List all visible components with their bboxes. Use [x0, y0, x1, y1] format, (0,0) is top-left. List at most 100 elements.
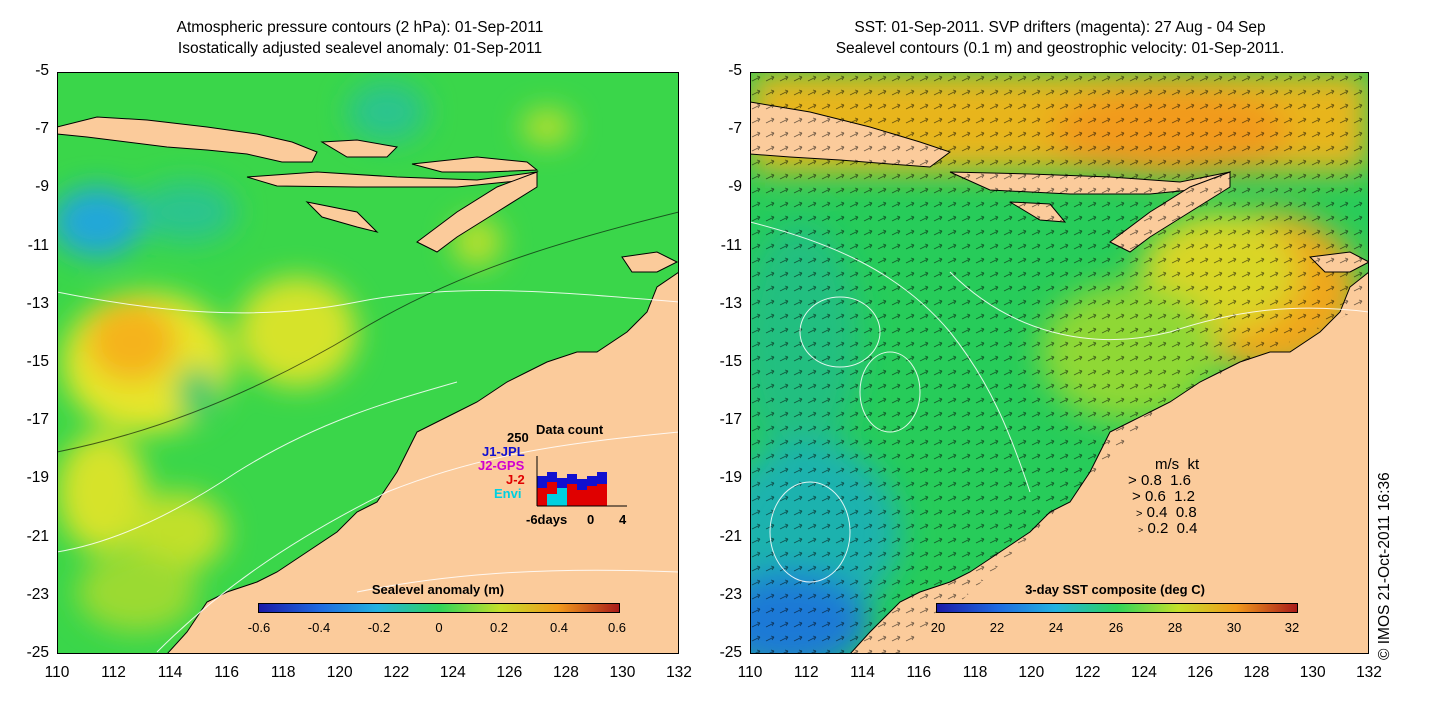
velocity-kt-value: 0.4	[1176, 520, 1198, 537]
sla-tick: 0.2	[489, 620, 509, 635]
velocity-kt-value: 1.2	[1174, 488, 1195, 505]
velocity-arrow-icon: >	[1138, 525, 1144, 535]
left-lon-tick: 132	[666, 664, 692, 681]
left-lon-tick: 124	[439, 664, 466, 681]
left-title-line2: Isostatically adjusted sealevel anomaly:…	[177, 40, 543, 57]
series-label-envi: Envi	[494, 486, 522, 501]
right-lon-tick: 130	[1299, 664, 1326, 681]
right-lat-tick: -25	[719, 644, 742, 661]
left-lon-tick: 110	[44, 664, 70, 681]
sla-tick: 0	[435, 620, 443, 635]
sla-colorbar	[258, 603, 620, 613]
sst-map[interactable]	[750, 72, 1369, 654]
right-lon-tick: 128	[1243, 664, 1270, 681]
velocity-legend-row: > 0.6 1.2	[1132, 488, 1195, 505]
left-lat-tick: -9	[35, 178, 49, 196]
data-count-title: Data count	[536, 422, 604, 437]
right-lon-tick: 122	[1074, 664, 1101, 681]
velocity-arrow-icon: >	[1132, 488, 1141, 505]
data-count-x-end: 4	[619, 512, 627, 527]
right-lon-tick: 120	[1018, 664, 1045, 681]
right-lon-tick: 112	[793, 664, 819, 681]
velocity-legend-header: m/s kt	[1155, 456, 1199, 473]
velocity-header-kt: kt	[1187, 456, 1200, 473]
right-title-line1: SST: 01-Sep-2011. SVP drifters (magenta)…	[854, 19, 1266, 36]
sla-colorbar-title: Sealevel anomaly (m)	[371, 582, 505, 597]
pressure-contours	[57, 289, 679, 653]
right-lat-tick: -9	[728, 178, 742, 196]
velocity-ms-value: 0.2	[1147, 520, 1169, 537]
left-lon-tick: 130	[609, 664, 636, 681]
sst-tick: 20	[930, 620, 946, 635]
sla-tick: -0.6	[247, 620, 271, 635]
sst-tick: 22	[989, 620, 1005, 635]
right-lat-tick: -19	[719, 469, 742, 487]
sla-tick: 0.4	[549, 620, 569, 635]
shelf-contour	[57, 211, 679, 453]
left-lat-tick: -17	[26, 411, 49, 429]
data-count-x-zero: 0	[587, 512, 595, 527]
left-title-line1: Atmospheric pressure contours (2 hPa): 0…	[176, 19, 544, 36]
sst-colorbar-title: 3-day SST composite (deg C)	[1025, 582, 1205, 597]
data-count-inset	[536, 456, 627, 507]
data-count-max: 250	[507, 430, 529, 445]
left-lon-tick: 122	[383, 664, 410, 681]
right-lat-tick: -15	[719, 353, 742, 370]
left-lat-tick: -15	[26, 353, 49, 370]
left-lon-tick: 112	[101, 664, 126, 681]
left-lat-tick: -7	[35, 120, 49, 138]
left-lat-tick: -11	[27, 236, 49, 254]
right-lat-tick: -21	[719, 527, 742, 545]
left-title: Atmospheric pressure contours (2 hPa): 0…	[90, 17, 630, 59]
right-lat-tick: -5	[728, 62, 742, 79]
right-lat-tick: -11	[720, 236, 742, 254]
right-lon-tick: 114	[850, 664, 875, 681]
left-lon-tick: 128	[552, 664, 579, 681]
data-count-x-start: -6days	[526, 512, 568, 527]
sst-tick: 24	[1048, 620, 1064, 635]
left-lon-tick: 120	[326, 664, 353, 681]
right-lon-tick: 132	[1356, 664, 1382, 681]
land	[57, 116, 679, 654]
imos-credit: © IMOS 21-Oct-2011 16:36	[1376, 472, 1393, 660]
right-lon-tick: 124	[1130, 664, 1157, 681]
sla-map[interactable]	[57, 72, 679, 654]
velocity-kt-value: 1.6	[1170, 472, 1191, 489]
velocity-legend-row: > 0.8 1.6	[1128, 472, 1191, 489]
right-lon-tick: 110	[737, 664, 763, 681]
sst-tick: 32	[1284, 620, 1300, 635]
left-lon-tick: 114	[157, 664, 183, 681]
right-lat-tick: -23	[719, 585, 742, 603]
velocity-ms-value: 0.6	[1144, 488, 1166, 505]
left-lat-tick: -25	[26, 644, 49, 661]
velocity-arrow-icon: >	[1128, 472, 1137, 489]
sst-tick: 26	[1108, 620, 1124, 635]
left-lon-tick: 118	[270, 664, 296, 681]
sst-tick: 30	[1226, 620, 1242, 635]
velocity-legend-row: > 0.4 0.8	[1136, 504, 1197, 521]
right-title: SST: 01-Sep-2011. SVP drifters (magenta)…	[760, 17, 1360, 59]
left-lat-tick: -21	[26, 527, 49, 545]
velocity-header-ms: m/s	[1155, 456, 1180, 473]
right-lat-tick: -7	[728, 120, 742, 138]
series-label-j1-jpl: J1-JPL	[482, 444, 525, 459]
left-lat-tick: -5	[35, 62, 49, 79]
velocity-arrow-icon: >	[1136, 508, 1143, 520]
left-lat-tick: -23	[26, 585, 49, 603]
velocity-kt-value: 0.8	[1175, 504, 1197, 521]
velocity-ms-value: 0.8	[1140, 472, 1162, 489]
right-lon-tick: 116	[906, 664, 932, 681]
series-label-j2-gps: J2-GPS	[478, 458, 525, 473]
sst-tick: 28	[1167, 620, 1183, 635]
sealevel-contours	[750, 221, 1369, 583]
left-lat-tick: -13	[26, 294, 49, 312]
sla-anomaly-field	[57, 82, 572, 632]
series-label-j-2: J-2	[506, 472, 525, 487]
right-lat-tick: -17	[719, 411, 742, 429]
left-lon-tick: 126	[496, 664, 523, 681]
velocity-legend-row: > 0.2 0.4	[1138, 520, 1198, 537]
sla-tick: 0.6	[607, 620, 627, 635]
sla-tick: -0.2	[367, 620, 391, 635]
left-lon-tick: 116	[214, 664, 239, 681]
right-title-line2: Sealevel contours (0.1 m) and geostrophi…	[835, 40, 1285, 57]
